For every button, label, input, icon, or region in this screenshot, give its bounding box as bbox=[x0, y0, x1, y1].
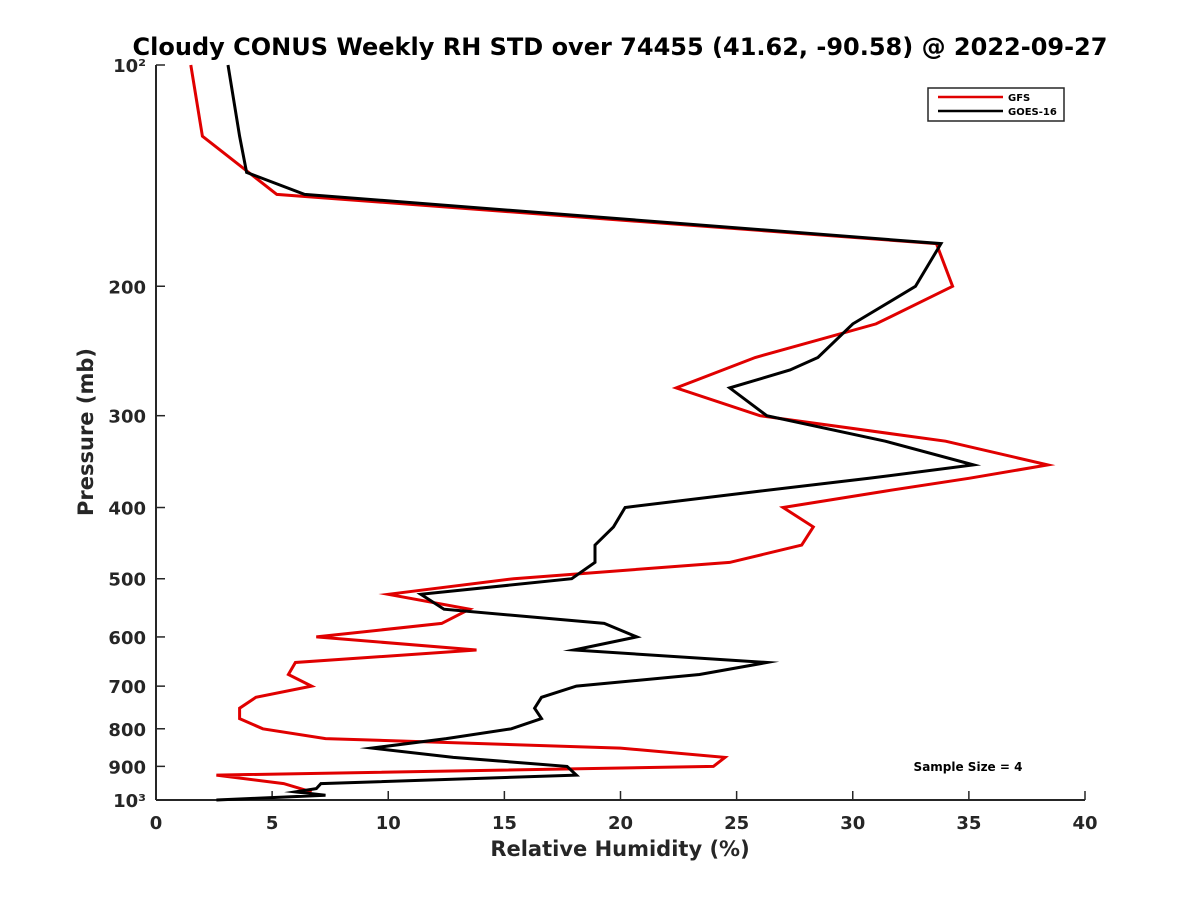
x-tick-label: 25 bbox=[724, 813, 749, 834]
y-tick-label: 900 bbox=[108, 757, 146, 778]
legend-label-gfs: GFS bbox=[1008, 93, 1030, 104]
plot-area: 0 5 10 15 20 25 30 35 40 10² 200 300 400 500 600 700 80… bbox=[108, 56, 1097, 834]
x-axis-label: Relative Humidity (%) bbox=[490, 837, 749, 861]
y-tick-label: 500 bbox=[108, 570, 146, 591]
x-tick-label: 30 bbox=[840, 813, 865, 834]
y-tick-label: 700 bbox=[108, 677, 146, 698]
x-ticks: 0 5 10 15 20 25 30 35 40 bbox=[150, 791, 1098, 834]
y-tick-label: 400 bbox=[108, 499, 146, 520]
sample-size-annotation: Sample Size = 4 bbox=[914, 760, 1023, 774]
y-tick-label: 800 bbox=[108, 720, 146, 741]
x-tick-label: 35 bbox=[956, 813, 981, 834]
x-tick-label: 10 bbox=[376, 813, 401, 834]
y-tick-label: 600 bbox=[108, 628, 146, 649]
y-tick-label: 10² bbox=[113, 56, 146, 77]
chart-title: Cloudy CONUS Weekly RH STD over 74455 (4… bbox=[133, 33, 1108, 61]
y-ticks: 10² 200 300 400 500 600 700 800 900 10³ bbox=[108, 56, 165, 812]
series-line-goes16 bbox=[216, 64, 982, 802]
legend-label-goes16: GOES-16 bbox=[1008, 107, 1057, 118]
x-tick-label: 15 bbox=[492, 813, 517, 834]
legend: GFS GOES-16 bbox=[927, 87, 1065, 122]
legend-box bbox=[927, 87, 1065, 122]
x-tick-label: 0 bbox=[150, 813, 163, 834]
series-line-gfs bbox=[189, 64, 1056, 794]
series-lines bbox=[189, 64, 1056, 802]
x-tick-label: 40 bbox=[1072, 813, 1097, 834]
x-tick-label: 20 bbox=[608, 813, 633, 834]
x-tick-label: 5 bbox=[266, 813, 279, 834]
y-tick-label: 300 bbox=[108, 407, 146, 428]
y-axis-label: Pressure (mb) bbox=[74, 348, 98, 516]
y-tick-label: 200 bbox=[108, 277, 146, 298]
y-tick-label: 10³ bbox=[113, 791, 146, 812]
